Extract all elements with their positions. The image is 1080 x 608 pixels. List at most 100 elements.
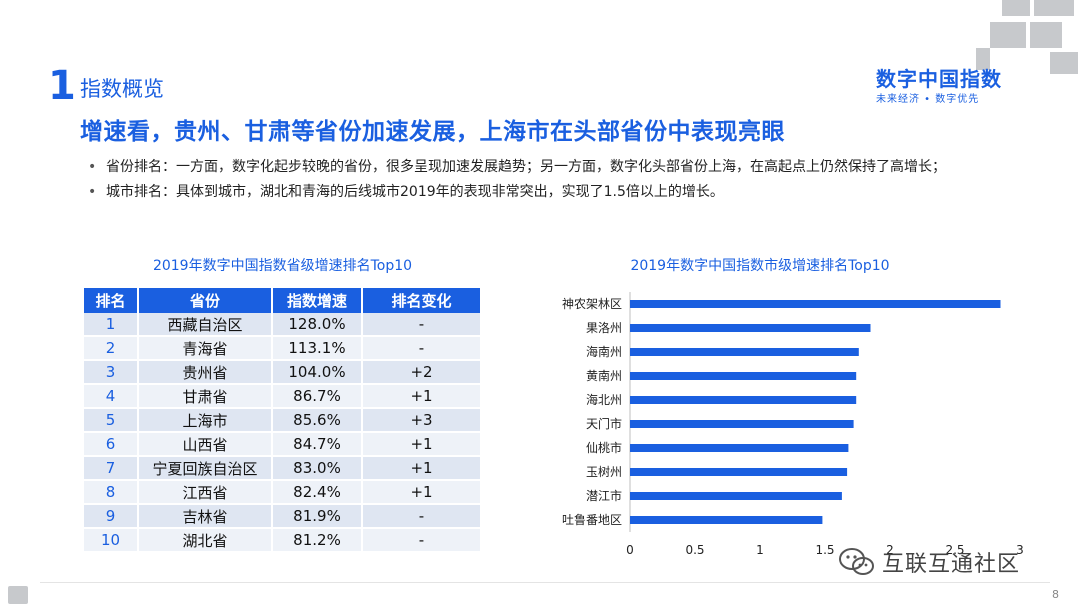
bar xyxy=(630,492,842,500)
cell-growth: 85.6% xyxy=(272,408,363,433)
category-label: 果洛州 xyxy=(586,320,622,335)
header-growth: 指数增速 xyxy=(272,288,363,313)
cell-rank: 7 xyxy=(84,456,139,481)
table-row: 8 江西省 82.4% +1 xyxy=(84,480,482,505)
watermark-text: 互联互通社区 xyxy=(882,552,1021,577)
bar xyxy=(630,396,857,404)
cell-change: +2 xyxy=(362,360,482,385)
bullet-text: 省份排名：一方面，数字化起步较晚的省份，很多呈现加速发展趋势；另一方面，数字化头… xyxy=(106,159,946,175)
x-tick-label: 1.5 xyxy=(815,543,834,557)
header-province: 省份 xyxy=(138,288,273,313)
cell-growth: 86.7% xyxy=(272,384,363,409)
page-number: 8 xyxy=(1052,588,1059,601)
cell-province: 江西省 xyxy=(138,480,273,505)
cell-growth: 128.0% xyxy=(272,313,363,337)
footer-divider xyxy=(40,582,1050,583)
category-label: 海北州 xyxy=(586,392,622,407)
cell-province: 湖北省 xyxy=(138,528,273,553)
cell-rank: 4 xyxy=(84,384,139,409)
bullet-item: • 城市排名：具体到城市，湖北和青海的后线城市2019年的表现非常突出，实现了1… xyxy=(88,183,1018,202)
brand-subtitle: 未来经济 • 数字优先 xyxy=(876,94,980,105)
section-number: 1 xyxy=(48,63,76,109)
category-label: 海南州 xyxy=(586,344,622,359)
table-title: 2019年数字中国指数省级增速排名Top10 xyxy=(152,258,413,274)
x-tick-label: 0 xyxy=(626,543,634,557)
cell-province: 宁夏回族自治区 xyxy=(138,456,273,481)
watermark: 互联互通社区 xyxy=(838,546,1020,578)
cell-rank: 8 xyxy=(84,480,139,505)
headline: 增速看，贵州、甘肃等省份加速发展，上海市在头部省份中表现亮眼 xyxy=(80,119,785,145)
cell-change: - xyxy=(362,336,482,361)
table-row: 6 山西省 84.7% +1 xyxy=(84,432,482,457)
cell-province: 贵州省 xyxy=(138,360,273,385)
cell-rank: 6 xyxy=(84,432,139,457)
section-title: 指数概览 xyxy=(80,77,164,101)
decor-square xyxy=(1002,0,1030,16)
decor-square xyxy=(1050,52,1078,74)
bar xyxy=(630,420,854,428)
cell-growth: 104.0% xyxy=(272,360,363,385)
x-tick-label: 2 xyxy=(886,543,894,557)
bar xyxy=(630,372,857,380)
category-label: 天门市 xyxy=(586,416,622,431)
brand-block: 数字中国指数 未来经济 • 数字优先 xyxy=(876,66,1026,107)
bullet-dot-icon: • xyxy=(88,184,97,200)
cell-growth: 82.4% xyxy=(272,480,363,505)
cell-rank: 10 xyxy=(84,528,139,553)
cell-change: +3 xyxy=(362,408,482,433)
cell-change: - xyxy=(362,504,482,529)
decor-square xyxy=(976,48,990,70)
cell-growth: 113.1% xyxy=(272,336,363,361)
cell-province: 上海市 xyxy=(138,408,273,433)
wechat-icon xyxy=(839,548,874,575)
table-row: 9 吉林省 81.9% - xyxy=(84,504,482,529)
category-label: 吐鲁番地区 xyxy=(562,513,622,527)
category-label: 黄南州 xyxy=(586,368,622,383)
bar xyxy=(630,516,823,524)
cell-province: 甘肃省 xyxy=(138,384,273,409)
table-row: 5 上海市 85.6% +3 xyxy=(84,408,482,433)
bar xyxy=(630,348,859,356)
bar xyxy=(630,468,848,476)
header-rank: 排名 xyxy=(84,288,139,313)
province-ranking-table: 排名 省份 指数增速 排名变化 1 西藏自治区 128.0% - 2 青海省 113.1%… xyxy=(84,288,482,553)
cell-growth: 81.2% xyxy=(272,528,363,553)
cell-rank: 1 xyxy=(84,313,139,337)
table-row: 7 宁夏回族自治区 83.0% +1 xyxy=(84,456,482,481)
cell-province: 西藏自治区 xyxy=(138,313,273,337)
cell-growth: 83.0% xyxy=(272,456,363,481)
category-label: 神农架林区 xyxy=(562,297,622,311)
cell-change: +1 xyxy=(362,384,482,409)
cell-province: 吉林省 xyxy=(138,504,273,529)
category-label: 仙桃市 xyxy=(586,440,622,455)
cell-growth: 84.7% xyxy=(272,432,363,457)
table-row: 2 青海省 113.1% - xyxy=(84,336,482,361)
chart-title: 2019年数字中国指数市级增速排名Top10 xyxy=(630,258,890,274)
cell-change: +1 xyxy=(362,480,482,505)
footer-logo-icon xyxy=(8,586,28,604)
bullet-list: • 省份排名：一方面，数字化起步较晚的省份，很多呈现加速发展趋势；另一方面，数字… xyxy=(88,158,1018,208)
x-tick-label: 0.5 xyxy=(685,543,704,557)
cell-province: 青海省 xyxy=(138,336,273,361)
cell-province: 山西省 xyxy=(138,432,273,457)
bullet-item: • 省份排名：一方面，数字化起步较晚的省份，很多呈现加速发展趋势；另一方面，数字… xyxy=(88,158,1018,177)
cell-change: - xyxy=(362,528,482,553)
table-row: 3 贵州省 104.0% +2 xyxy=(84,360,482,385)
cell-rank: 2 xyxy=(84,336,139,361)
bar xyxy=(630,444,849,452)
decor-square xyxy=(1030,22,1062,48)
x-tick-label: 2.5 xyxy=(945,543,964,557)
cell-rank: 9 xyxy=(84,504,139,529)
table-row: 10 湖北省 81.2% - xyxy=(84,528,482,553)
table-header-row: 排名 省份 指数增速 排名变化 xyxy=(84,288,482,313)
cell-change: +1 xyxy=(362,432,482,457)
bar xyxy=(630,300,1001,308)
bullet-dot-icon: • xyxy=(88,159,97,175)
table-row: 1 西藏自治区 128.0% - xyxy=(84,313,482,337)
cell-growth: 81.9% xyxy=(272,504,363,529)
table-row: 4 甘肃省 86.7% +1 xyxy=(84,384,482,409)
bullet-text: 城市排名：具体到城市，湖北和青海的后线城市2019年的表现非常突出，实现了1.5… xyxy=(106,184,724,200)
cell-change: - xyxy=(362,313,482,337)
category-label: 玉树州 xyxy=(586,464,622,479)
